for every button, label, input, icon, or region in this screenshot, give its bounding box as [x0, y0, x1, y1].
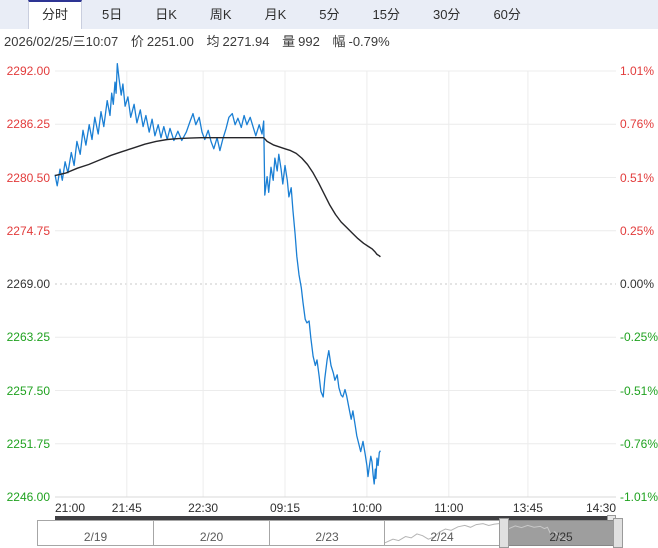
tab-15分[interactable]: 15分	[372, 7, 400, 22]
date-preview-sparkline	[509, 521, 613, 545]
chart-canvas[interactable]	[0, 55, 658, 500]
change-label: 幅	[332, 34, 346, 49]
y-axis-label-right--0.76%: -0.76%	[620, 436, 658, 451]
quote-datetime: 2026/02/25/三10:07	[4, 34, 119, 49]
y-axis-label-right--0.51%: -0.51%	[620, 383, 658, 398]
y-axis-label-right-0.76%: 0.76%	[620, 117, 655, 132]
nav-date-2-20[interactable]: 2/20	[153, 520, 270, 546]
nav-date-label: 2/20	[199, 530, 224, 544]
tab-月K[interactable]: 月K	[264, 7, 287, 22]
period-tabbar: 分时 5日 日K 周K 月K 5分 15分 30分 60分	[0, 0, 658, 29]
tab-周K[interactable]: 周K	[209, 7, 232, 22]
x-axis-label-22:30: 22:30	[188, 501, 219, 515]
y-axis-label-right-0.25%: 0.25%	[620, 223, 655, 238]
x-axis-label-13:45: 13:45	[512, 501, 543, 515]
y-axis-label-left-2280.50: 2280.50	[6, 170, 50, 185]
nav-date-label: 2/24	[430, 530, 454, 544]
y-axis-label-left-2257.50: 2257.50	[6, 383, 50, 398]
x-axis-label-14:30: 14:30	[585, 501, 616, 515]
quote-info-bar: 2026/02/25/三10:07 价 2251.00 均 2271.94 量 992…	[0, 29, 658, 55]
tab-分时[interactable]: 分时	[28, 0, 83, 29]
tab-日K[interactable]: 日K	[155, 7, 177, 22]
avg-value: 2271.94	[222, 34, 270, 49]
price-value: 2251.00	[146, 34, 194, 49]
tab-60分[interactable]: 60分	[493, 7, 521, 22]
navigator-left-handle[interactable]	[499, 518, 509, 548]
y-axis-label-right-0.00%: 0.00%	[620, 277, 655, 291]
date-range-navigator: 2/19 2/20 2/23 2/24 2/25	[37, 518, 623, 548]
date-preview-sparkline	[385, 521, 499, 545]
quote-price: 价 2251.00	[131, 34, 194, 49]
x-axis-label-10:00: 10:00	[351, 501, 382, 515]
volume-value: 992	[298, 34, 320, 49]
tab-5分[interactable]: 5分	[319, 7, 340, 22]
y-axis-label-right--1.01%: -1.01%	[620, 490, 658, 504]
price-label: 价	[130, 34, 144, 49]
avg-label: 均	[206, 34, 220, 49]
nav-date-2-23[interactable]: 2/23	[269, 520, 385, 546]
y-axis-label-left-2286.25: 2286.25	[6, 117, 50, 132]
y-axis-label-left-2292.00: 2292.00	[6, 64, 50, 78]
y-axis-label-right--0.25%: -0.25%	[620, 330, 658, 345]
average-line	[54, 136, 381, 258]
quote-volume: 量 992	[282, 34, 320, 49]
y-axis-label-left-2246.00: 2246.00	[6, 490, 50, 504]
nav-date-2-24[interactable]: 2/24	[384, 520, 500, 546]
y-axis-label-right-0.51%: 0.51%	[620, 170, 655, 185]
x-axis-label-21:00: 21:00	[55, 501, 86, 515]
change-value: -0.79%	[348, 34, 390, 49]
price-line	[54, 62, 381, 485]
y-axis-label-left-2269.00: 2269.00	[6, 277, 50, 291]
volume-label: 量	[282, 34, 296, 49]
nav-date-2-19[interactable]: 2/19	[37, 520, 154, 546]
nav-date-label: 2/19	[83, 530, 108, 544]
nav-date-2-25[interactable]: 2/25	[508, 520, 614, 546]
y-axis-label-left-2274.75: 2274.75	[6, 223, 50, 238]
quote-change: 幅 -0.79%	[332, 34, 389, 49]
nav-date-label: 2/23	[315, 530, 339, 544]
navigator-right-handle[interactable]	[613, 518, 623, 548]
y-axis-label-left-2263.25: 2263.25	[6, 330, 50, 345]
quote-average: 均 2271.94	[206, 34, 269, 49]
tab-5日[interactable]: 5日	[102, 7, 123, 22]
x-axis-label-09:15: 09:15	[269, 501, 301, 515]
x-axis-label-11:00: 11:00	[434, 501, 464, 515]
x-axis-label-21:45: 21:45	[111, 501, 142, 515]
y-axis-label-right-1.01%: 1.01%	[620, 64, 655, 78]
tab-30分[interactable]: 30分	[432, 7, 461, 22]
nav-date-label: 2/25	[549, 530, 573, 544]
y-axis-label-left-2251.75: 2251.75	[6, 436, 50, 451]
